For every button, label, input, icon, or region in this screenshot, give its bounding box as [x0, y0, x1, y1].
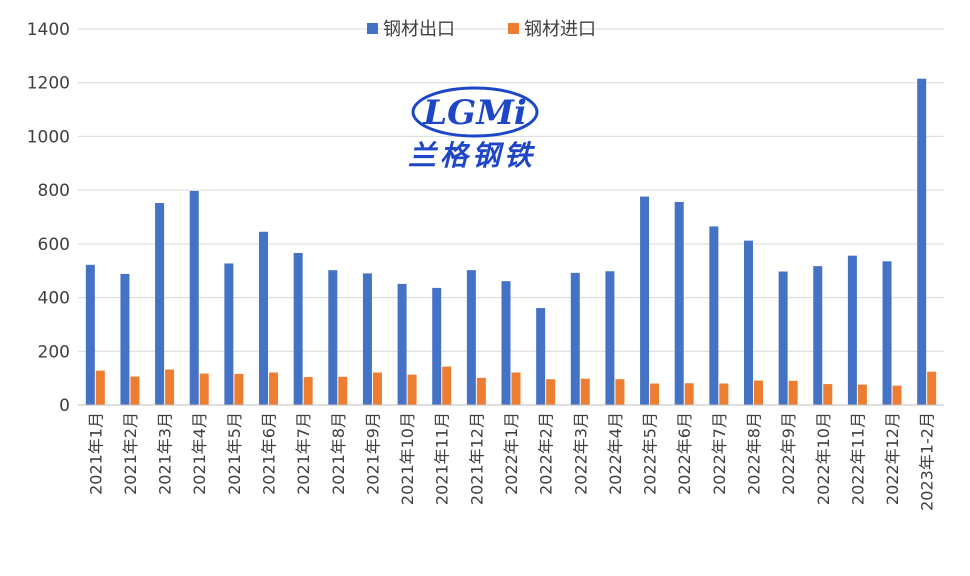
x-tick-label: 2022年6月 [675, 412, 694, 495]
x-tick-label: 2021年8月 [329, 412, 348, 495]
bar-import [927, 371, 937, 405]
bar-import [650, 383, 660, 405]
bar-export [120, 273, 130, 405]
bar-export [466, 270, 476, 405]
x-axis-ticks: 2021年1月 2021年2月 2021年3月 2021年4月 2021年5月 2021年… [86, 412, 936, 511]
bar-export [605, 271, 615, 405]
x-tick-label: 2022年2月 [537, 412, 556, 495]
legend-label: 钢材进口 [524, 19, 596, 40]
bar-export [743, 240, 753, 405]
x-tick-label: 2022年9月 [779, 412, 798, 495]
bar-export [432, 287, 442, 405]
legend-swatch-import [508, 23, 519, 34]
watermark-logo: LGMi 兰格钢铁 [408, 86, 539, 172]
y-tick-label: 0 [59, 396, 70, 416]
logo-ellipse [411, 86, 539, 138]
bar-export [501, 281, 511, 405]
bar-export [155, 203, 165, 405]
bar-export [397, 283, 407, 405]
bar-export [778, 271, 788, 405]
bar-import [199, 373, 209, 405]
x-tick-label: 2021年9月 [363, 412, 382, 495]
bars [85, 78, 937, 405]
x-tick-label: 2022年1月 [502, 412, 521, 495]
bar-export [224, 263, 234, 405]
legend-swatch-export [367, 23, 378, 34]
x-tick-label: 2021年3月 [156, 412, 175, 495]
bar-import [684, 383, 694, 405]
y-axis-ticks: 0 200 400 600 800 1000 1200 1400 [27, 20, 70, 416]
x-tick-label: 2022年8月 [744, 412, 763, 495]
bar-export [882, 261, 892, 405]
bar-export [813, 266, 823, 405]
bar-import [130, 376, 140, 405]
bar-export [362, 273, 372, 405]
bar-import [580, 378, 590, 405]
x-tick-label: 2022年7月 [710, 412, 729, 495]
bar-export [709, 226, 719, 405]
bar-import [788, 380, 798, 405]
x-tick-label: 2022年12月 [883, 412, 902, 505]
bar-import [442, 366, 452, 405]
logo-subtitle: 兰格钢铁 [408, 139, 536, 172]
y-tick-label: 1200 [27, 74, 70, 94]
legend: 钢材出口 钢材进口 [367, 19, 596, 40]
x-tick-label: 2021年5月 [225, 412, 244, 495]
x-tick-label: 2021年7月 [294, 412, 313, 495]
legend-label: 钢材出口 [383, 19, 455, 40]
x-tick-label: 2021年6月 [260, 412, 279, 495]
y-tick-label: 1000 [27, 127, 70, 147]
bar-import [234, 373, 244, 405]
x-tick-label: 2021年4月 [190, 412, 209, 495]
y-tick-label: 200 [38, 342, 70, 362]
bar-export [85, 264, 95, 405]
bar-import [165, 369, 175, 405]
bar-import [546, 379, 556, 405]
bar-import [892, 385, 902, 405]
y-tick-label: 800 [38, 181, 70, 201]
bar-import [372, 372, 382, 405]
x-tick-label: 2021年1月 [86, 412, 105, 495]
bar-import [719, 383, 729, 405]
x-tick-label: 2022年10月 [814, 412, 833, 505]
bar-import [511, 372, 521, 405]
x-tick-label: 2023年1-2月 [918, 412, 937, 511]
x-tick-label: 2021年2月 [121, 412, 140, 495]
bar-import [615, 379, 625, 405]
bar-import [338, 376, 348, 405]
bar-import [269, 372, 279, 405]
x-tick-label: 2022年5月 [641, 412, 660, 495]
bar-export [674, 201, 684, 405]
bar-import [476, 377, 486, 405]
bar-import [823, 384, 833, 405]
gridlines [78, 28, 944, 352]
y-tick-label: 1400 [27, 20, 70, 40]
x-tick-label: 2022年4月 [606, 412, 625, 495]
x-tick-label: 2021年12月 [467, 412, 486, 505]
logo-text: LGMi [422, 93, 527, 133]
bar-export [259, 231, 269, 405]
bar-import [407, 374, 417, 405]
bar-import [95, 370, 105, 405]
bar-export [328, 270, 338, 405]
bar-import [857, 384, 867, 405]
x-tick-label: 2021年10月 [398, 412, 417, 505]
bar-export [189, 190, 199, 405]
y-tick-label: 600 [38, 235, 70, 255]
bar-import [753, 380, 763, 405]
bar-export [293, 252, 303, 405]
bar-export [917, 78, 927, 405]
x-tick-label: 2022年3月 [571, 412, 590, 495]
y-tick-label: 400 [38, 289, 70, 309]
bar-export [570, 272, 580, 405]
bar-export [536, 308, 546, 405]
bar-export [640, 196, 650, 405]
bar-export [847, 255, 857, 405]
x-tick-label: 2022年11月 [848, 412, 867, 505]
bar-import [303, 377, 313, 405]
x-tick-label: 2021年11月 [433, 412, 452, 505]
